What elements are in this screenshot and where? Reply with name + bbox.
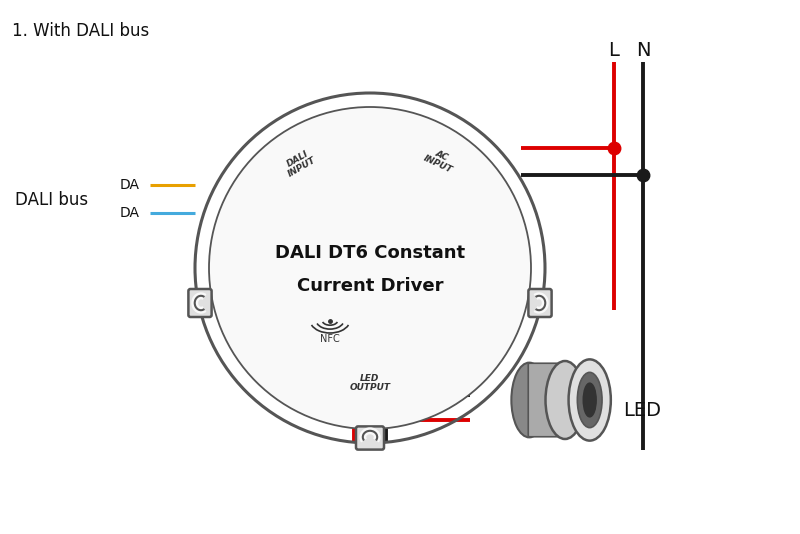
Text: DALI DT6 Constant: DALI DT6 Constant: [275, 244, 465, 262]
Ellipse shape: [546, 361, 585, 439]
Text: DA: DA: [120, 206, 140, 220]
Text: N: N: [636, 41, 650, 59]
Text: AC
INPUT: AC INPUT: [422, 145, 458, 175]
Ellipse shape: [511, 363, 547, 437]
Text: DALI bus: DALI bus: [15, 191, 88, 209]
Ellipse shape: [569, 359, 611, 441]
Ellipse shape: [583, 383, 596, 417]
Circle shape: [209, 107, 531, 429]
Text: DALI
INPUT: DALI INPUT: [282, 147, 318, 179]
Text: LED
OUTPUT: LED OUTPUT: [350, 374, 390, 392]
Text: NFC: NFC: [320, 334, 340, 344]
Text: Current Driver: Current Driver: [297, 277, 443, 295]
FancyBboxPatch shape: [528, 363, 566, 437]
FancyBboxPatch shape: [356, 427, 384, 450]
FancyBboxPatch shape: [528, 289, 552, 317]
Text: 1. With DALI bus: 1. With DALI bus: [12, 22, 150, 40]
Text: DA: DA: [120, 178, 140, 192]
Ellipse shape: [578, 372, 602, 428]
Text: L: L: [609, 41, 619, 59]
Text: LED: LED: [623, 400, 662, 420]
FancyBboxPatch shape: [189, 289, 211, 317]
